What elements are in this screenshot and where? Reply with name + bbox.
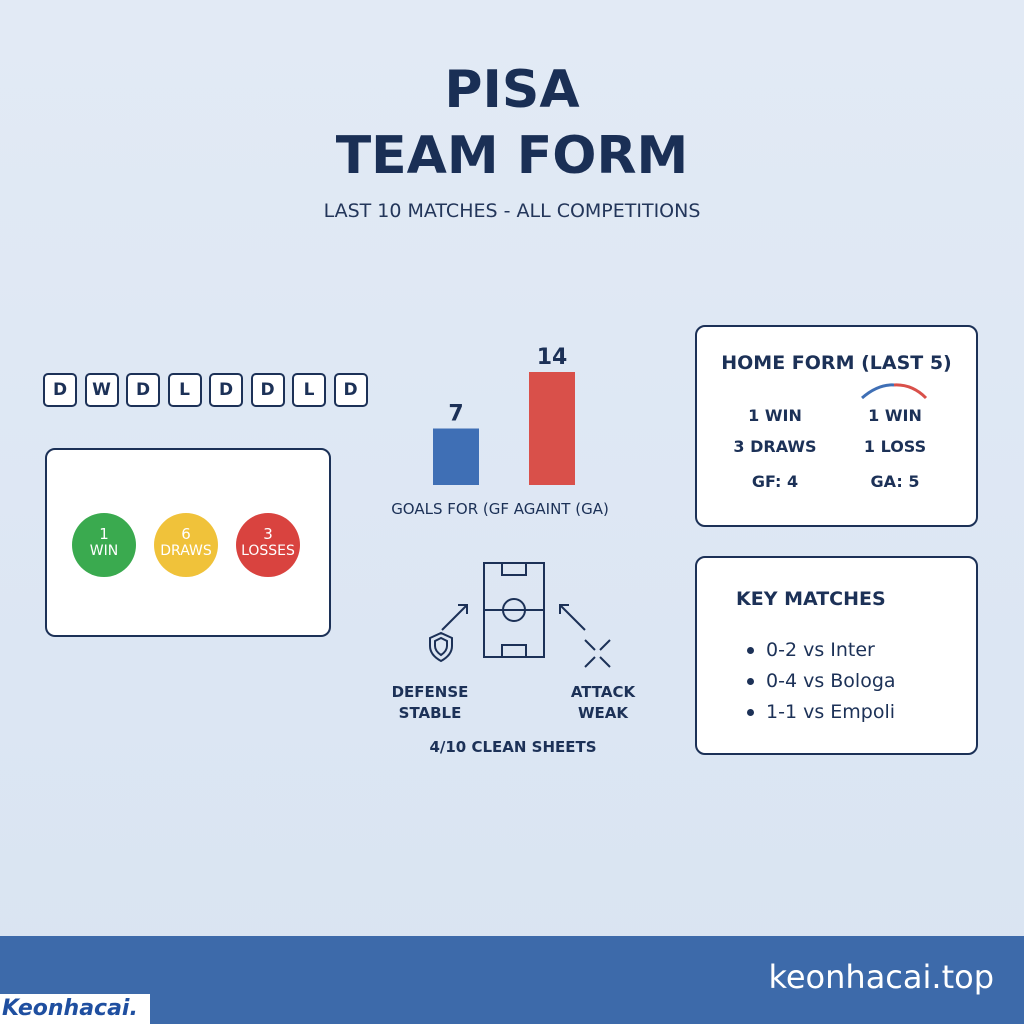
bullet (747, 709, 754, 716)
record-label: DRAWS (160, 543, 212, 559)
clean-sheets: 4/10 CLEAN SHEETS (429, 738, 597, 756)
label: ATTACK (570, 683, 636, 701)
label: WEAK (577, 704, 629, 722)
value-label: 14 (537, 345, 568, 370)
form-result: D (250, 373, 285, 407)
record-circle: 1 WIN (72, 513, 136, 577)
subtitle: LAST 10 MATCHES - ALL COMPETITIONS (323, 200, 701, 222)
title: PISA (444, 60, 580, 120)
key-matches-card (695, 556, 978, 755)
home-form-cell: GA: 5 (870, 472, 920, 491)
label: DEFENSE (391, 683, 469, 701)
record-number: 6 (181, 525, 191, 543)
tactics-icons (429, 562, 611, 668)
form-result: D (43, 373, 77, 407)
home-form-cell: 1 WIN (748, 406, 802, 425)
home-form-title: HOME FORM (LAST 5) (721, 352, 952, 374)
form-result: L (292, 373, 326, 407)
bullet (747, 678, 754, 685)
footer-site: keonhacai.top (768, 958, 994, 996)
form-result: D (209, 373, 243, 407)
record-label: WIN (89, 543, 119, 559)
home-form-cell: 3 DRAWS (733, 437, 817, 456)
form-result: W (84, 373, 119, 407)
key-match: 0-4 vs Bologa (766, 670, 896, 692)
record-number: 3 (263, 525, 273, 543)
goals-chart: 7 14 (433, 345, 575, 485)
home-form-cell: GF: 4 (751, 472, 799, 491)
bullet (747, 647, 754, 654)
attack: ATTACK WEAK (553, 682, 653, 724)
home-form-card (695, 325, 978, 527)
form-result: D (333, 373, 368, 407)
key-matches-title: KEY MATCHES (736, 588, 886, 610)
logo: Keonhacai. (0, 994, 150, 1024)
label: STABLE (398, 704, 462, 722)
record-label: LOSSES (241, 543, 295, 559)
key-match: 0-2 vs Inter (766, 639, 875, 661)
defense: DEFENSE STABLE (380, 682, 480, 724)
footer (0, 936, 1024, 1024)
bar (433, 428, 479, 485)
chart-caption: GOALS FOR (GF AGAINT (GA) (391, 500, 609, 518)
record-circle: 6 DRAWS (154, 513, 218, 577)
form-result: L (167, 373, 202, 407)
home-form-cell: 1 WIN (868, 406, 922, 425)
value-label: 7 (448, 402, 463, 427)
home-form-cell: 1 LOSS (863, 437, 927, 456)
title: TEAM FORM (335, 126, 689, 186)
form-result: D (126, 373, 160, 407)
key-match: 1-1 vs Empoli (766, 701, 896, 723)
arc-icon (861, 383, 928, 400)
bar (529, 372, 575, 485)
record-circle: 3 LOSSES (236, 513, 300, 577)
record-number: 1 (99, 525, 109, 543)
